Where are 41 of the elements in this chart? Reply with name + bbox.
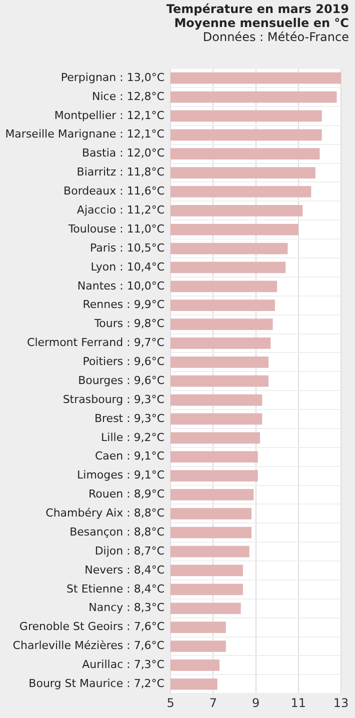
y-tick-label: Grenoble St Geoirs : 7,6°C (19, 620, 165, 634)
y-tick-label: Lille : 9,2°C (101, 430, 165, 444)
y-tick-label: Brest : 9,3°C (94, 412, 165, 425)
y-tick-label: Nevers : 8,4°C (84, 563, 165, 576)
y-tick-label: Nancy : 8,3°C (88, 601, 165, 614)
y-tick-label: Bourg St Maurice : 7,2°C (28, 676, 165, 690)
y-tick-label: Paris : 10,5°C (90, 241, 165, 254)
y-tick-label: Charleville Mézières : 7,6°C (12, 639, 165, 652)
y-tick-label: Tours : 9,8°C (93, 317, 165, 330)
y-tick-label: Rennes : 9,9°C (82, 298, 165, 312)
y-tick-label: Nantes : 10,0°C (77, 279, 165, 292)
y-tick-label: Biarritz : 11,8°C (76, 166, 165, 179)
x-tick-label: 13 (333, 696, 349, 710)
y-tick-label: Toulouse : 11,0°C (67, 222, 165, 236)
y-tick-label: Perpignan : 13,0°C (60, 70, 165, 84)
y-tick-label: St Etienne : 8,4°C (66, 582, 165, 596)
x-tick-label: 5 (166, 696, 174, 710)
chart-subtitle: Moyenne mensuelle en °C (173, 16, 349, 30)
y-tick-label: Nice : 12,8°C (92, 90, 165, 103)
y-tick-label: Poitiers : 9,6°C (82, 355, 165, 368)
y-tick-label: Dijon : 8,7°C (94, 544, 165, 558)
y-tick-label: Marseille Marignane : 12,1°C (5, 128, 165, 141)
x-tick-label: 9 (252, 696, 260, 710)
y-tick-label: Bordeaux : 11,6°C (64, 184, 165, 198)
y-tick-label: Bastia : 12,0°C (82, 146, 165, 160)
y-tick-label: Strasbourg : 9,3°C (62, 392, 165, 406)
y-tick-label: Bourges : 9,6°C (78, 374, 165, 387)
y-tick-label: Chambéry Aix : 8,8°C (46, 506, 165, 520)
y-tick-label: Besançon : 8,8°C (70, 525, 165, 538)
x-tick-label: 11 (290, 696, 306, 710)
y-tick-label: Aurillac : 7,3°C (82, 658, 165, 672)
y-tick-label: Montpellier : 12,1°C (54, 108, 165, 122)
y-tick-label: Clermont Ferrand : 9,7°C (27, 336, 165, 350)
y-tick-label: Limoges : 9,1°C (77, 468, 165, 482)
x-tick-label: 7 (209, 696, 217, 710)
y-tick-label: Caen : 9,1°C (94, 450, 165, 463)
chart-title: Température en mars 2019 (165, 2, 349, 16)
y-tick-label: Rouen : 8,9°C (88, 488, 165, 501)
y-tick-label: Lyon : 10,4°C (90, 260, 165, 274)
y-tick-label: Ajaccio : 11,2°C (76, 204, 165, 217)
text: Données : Météo-France (202, 30, 349, 44)
